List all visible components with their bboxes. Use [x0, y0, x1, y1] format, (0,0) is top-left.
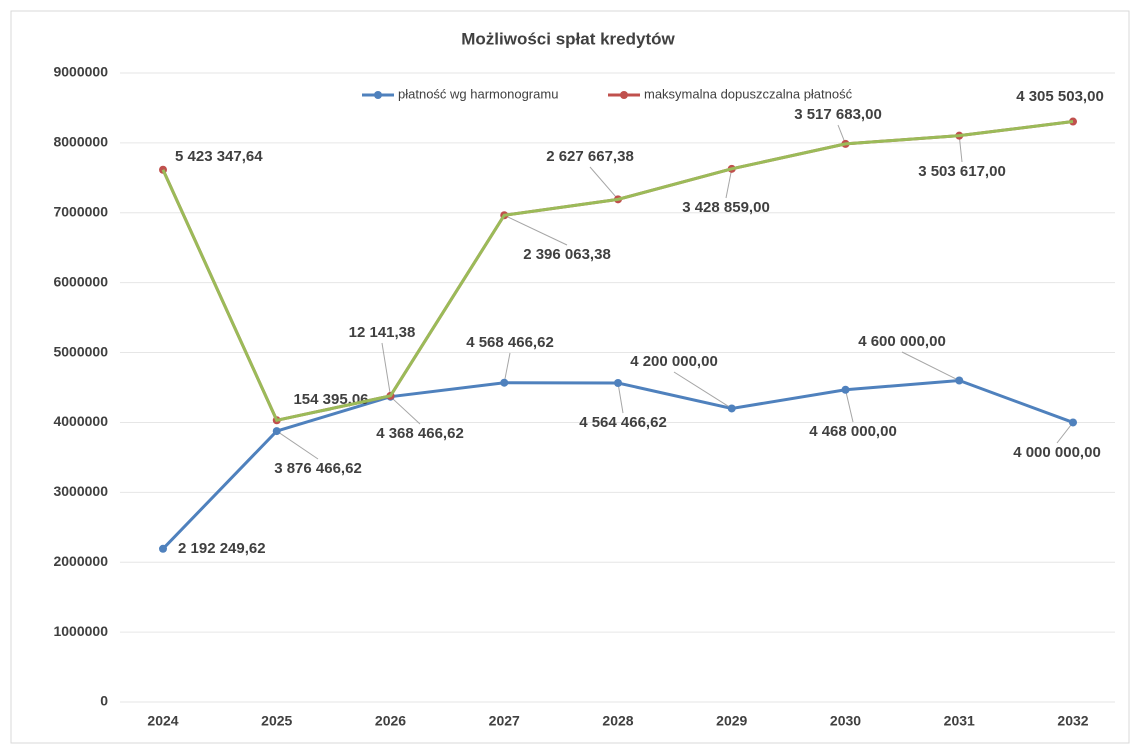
leader-line [1056, 422, 1074, 444]
point [614, 378, 622, 387]
x-tick-label: 2029 [716, 713, 747, 729]
data-label: 4 305 503,00 [1016, 88, 1104, 105]
point [841, 385, 850, 394]
legend-marker [620, 91, 628, 99]
leader-line [390, 396, 421, 425]
x-tick-label: 2032 [1057, 713, 1088, 729]
legend-label: płatność wg harmonogramu [398, 86, 558, 101]
point [500, 378, 509, 387]
leader-line [504, 214, 568, 246]
legend-marker [374, 91, 382, 99]
point [1069, 418, 1077, 427]
leader-line [276, 430, 319, 460]
y-tick-label: 3000000 [53, 483, 108, 499]
data-label: 4 200 000,00 [630, 353, 718, 370]
point [955, 376, 964, 385]
data-label: 12 141,38 [349, 324, 416, 341]
x-tick-label: 2025 [261, 713, 292, 729]
data-label: 4 468 000,00 [809, 423, 897, 440]
data-label: 4 368 466,62 [376, 425, 464, 442]
chart-title: Możliwości spłat kredytów [461, 29, 675, 48]
leader-line [845, 389, 854, 423]
data-label: 154 395,06 [293, 391, 368, 408]
y-tick-label: 0 [100, 693, 108, 709]
y-tick-label: 4000000 [53, 413, 108, 429]
y-tick-label: 9000000 [53, 64, 108, 80]
x-tick-label: 2028 [602, 713, 633, 729]
point [727, 404, 736, 413]
leader-line [381, 342, 391, 396]
x-tick-label: 2026 [375, 713, 406, 729]
leader-line [589, 166, 619, 200]
leader-line [617, 382, 624, 414]
leader-line [673, 371, 733, 409]
y-tick-label: 6000000 [53, 273, 108, 289]
leader-line [958, 135, 963, 163]
y-tick-label: 2000000 [53, 553, 108, 569]
data-label: 4 568 466,62 [466, 334, 554, 351]
leader-line [725, 168, 733, 199]
x-tick-label: 2031 [944, 713, 975, 729]
y-tick-label: 8000000 [53, 134, 108, 150]
x-tick-label: 2030 [830, 713, 861, 729]
data-label: 2 192 249,62 [178, 540, 266, 557]
x-tick-label: 2024 [147, 713, 178, 729]
y-tick-label: 7000000 [53, 203, 108, 219]
data-label: 5 423 347,64 [175, 148, 263, 165]
data-label: 4 600 000,00 [858, 333, 946, 350]
data-label: 2 396 063,38 [523, 246, 611, 263]
legend-label: maksymalna dopuszczalna płatność [644, 86, 853, 101]
data-label: 2 627 667,38 [546, 148, 634, 165]
x-tick-label: 2027 [489, 713, 520, 729]
y-tick-label: 5000000 [53, 343, 108, 359]
data-label: 3 517 683,00 [794, 106, 882, 123]
y-tick-label: 1000000 [53, 623, 108, 639]
leader-line [503, 352, 511, 383]
point [159, 544, 167, 553]
data-label: 3 428 859,00 [682, 199, 770, 216]
point [272, 427, 281, 436]
data-label: 3 876 466,62 [274, 460, 362, 477]
leader-line [901, 351, 960, 381]
data-label: 4 000 000,00 [1013, 444, 1101, 461]
series-line [161, 120, 1074, 423]
data-label: 3 503 617,00 [918, 163, 1006, 180]
data-label: 4 564 466,62 [579, 414, 667, 431]
chart-frame [10, 10, 1130, 744]
